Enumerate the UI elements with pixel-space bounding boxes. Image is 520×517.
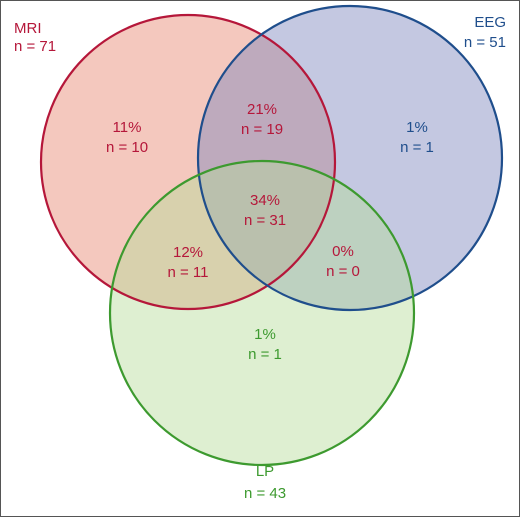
region-mri-only-n: n = 10 [106,139,148,156]
region-eeg-lp-pct: 0% [332,243,354,260]
lp-set-count: n = 43 [244,485,286,502]
mri-set-name: MRI [14,20,42,37]
region-lp-only-pct: 1% [254,326,276,343]
mri-set-count: n = 71 [14,38,56,55]
eeg-circle-fill [198,6,502,310]
lp-set-name: LP [256,463,274,480]
region-all-three-n: n = 31 [244,212,286,229]
region-mri-eeg-pct: 21% [247,101,277,118]
eeg-set-name: EEG [474,14,506,31]
region-eeg-lp-n: n = 0 [326,263,360,280]
region-lp-only-n: n = 1 [248,346,282,363]
mri-circle-fill [41,15,335,309]
lp-circle-outline [108,159,416,467]
region-mri-only-pct: 11% [113,119,142,136]
lp-circle-fill [110,161,414,465]
region-eeg-only-pct: 1% [406,119,428,136]
eeg-circle-outline [196,4,504,312]
mri-circle-outline [39,13,337,311]
region-all-three-pct: 34% [250,192,280,209]
eeg-set-count: n = 51 [464,34,506,51]
region-mri-eeg-n: n = 19 [241,121,283,138]
region-mri-lp-pct: 12% [173,244,203,261]
region-mri-lp-n: n = 11 [167,264,208,281]
region-eeg-only-n: n = 1 [400,139,434,156]
